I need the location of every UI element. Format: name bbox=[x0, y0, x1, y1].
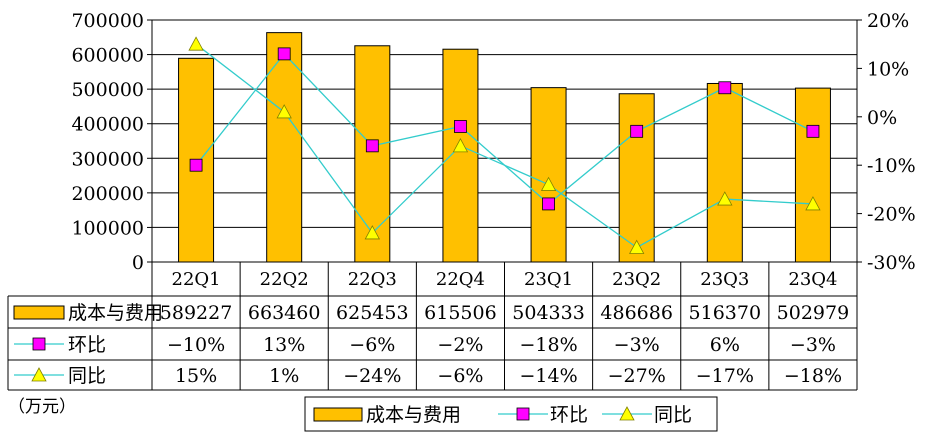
left-tick-label: 300000 bbox=[71, 148, 144, 170]
table-cell: −10% bbox=[167, 334, 225, 356]
table-cell: 486686 bbox=[600, 302, 673, 324]
square-marker bbox=[516, 407, 530, 421]
table-cell: −6% bbox=[437, 365, 483, 387]
table-cell: 516370 bbox=[689, 302, 762, 324]
left-tick-label: 100000 bbox=[71, 217, 144, 239]
square-marker bbox=[365, 139, 379, 153]
category-label: 23Q3 bbox=[700, 269, 749, 290]
gridlines bbox=[152, 19, 857, 263]
triangle-marker bbox=[31, 367, 47, 382]
table-cell: 663460 bbox=[248, 302, 321, 324]
bar bbox=[618, 93, 655, 263]
triangle-marker bbox=[629, 239, 645, 254]
category-label: 22Q2 bbox=[260, 269, 309, 290]
triangle-marker bbox=[188, 36, 204, 51]
bar bbox=[530, 87, 567, 263]
triangle-marker bbox=[619, 406, 635, 421]
bar bbox=[442, 48, 479, 263]
table-row-label: 成本与费用 bbox=[68, 302, 163, 324]
square-marker bbox=[454, 120, 467, 133]
square-marker bbox=[189, 158, 203, 172]
axes: 0 100000 200000 300000 400000 500000 600000 700… bbox=[71, 10, 915, 274]
square-marker bbox=[32, 337, 46, 351]
bar-series bbox=[178, 32, 831, 263]
left-tick-label: 400000 bbox=[71, 114, 144, 136]
left-tick-label: 700000 bbox=[71, 10, 144, 32]
right-tick-label: 10% bbox=[867, 58, 909, 80]
left-tick-label: 0 bbox=[132, 252, 144, 274]
table-cell: −3% bbox=[614, 334, 660, 356]
category-label: 22Q3 bbox=[348, 269, 397, 290]
triangle-marker bbox=[364, 225, 380, 240]
legend-entry: 环比 bbox=[550, 404, 588, 426]
table-cell: −3% bbox=[790, 334, 836, 356]
triangle-marker bbox=[717, 191, 733, 206]
table-cell: −6% bbox=[349, 334, 395, 356]
table-cell: 1% bbox=[269, 365, 299, 387]
table-cell: −17% bbox=[696, 365, 754, 387]
triangle-marker bbox=[805, 196, 821, 211]
table-cell: −24% bbox=[343, 365, 401, 387]
data-table: 22Q1 22Q2 22Q3 22Q4 23Q1 23Q2 23Q3 23Q4 成本与费用589… bbox=[7, 261, 858, 391]
right-tick-label: 20% bbox=[867, 10, 909, 32]
right-tick-label: -30% bbox=[867, 252, 916, 274]
right-tick-label: 0% bbox=[867, 107, 897, 129]
legend-entry: 同比 bbox=[654, 404, 692, 426]
right-tick-label: -10% bbox=[867, 155, 916, 177]
square-marker bbox=[277, 47, 291, 61]
category-label: 23Q4 bbox=[788, 269, 837, 290]
bar bbox=[706, 82, 743, 263]
table-key-bar bbox=[13, 305, 65, 320]
bar bbox=[794, 87, 831, 263]
table-cell: −2% bbox=[437, 334, 483, 356]
table-cell: 625453 bbox=[336, 302, 409, 324]
table-cell: −14% bbox=[519, 365, 577, 387]
table-cell: 502979 bbox=[777, 302, 850, 324]
legend: 成本与费用 环比 同比 bbox=[304, 396, 718, 432]
legend-key-bar bbox=[313, 407, 363, 422]
square-marker bbox=[542, 197, 555, 211]
triangle-marker bbox=[452, 137, 469, 153]
triangle-marker bbox=[276, 104, 292, 119]
category-label: 22Q4 bbox=[436, 269, 485, 290]
table-cell: 615506 bbox=[424, 302, 497, 324]
triangle-marker bbox=[540, 176, 557, 191]
table-cell: 13% bbox=[263, 334, 305, 356]
square-marker bbox=[718, 81, 732, 95]
left-tick-label: 600000 bbox=[71, 45, 144, 67]
table-row-label: 环比 bbox=[68, 334, 106, 356]
right-tick-label: -20% bbox=[867, 204, 916, 226]
square-marker bbox=[806, 124, 820, 138]
table-cell: −27% bbox=[608, 365, 666, 387]
table-cell: 589227 bbox=[160, 302, 233, 324]
left-tick-label: 500000 bbox=[71, 79, 144, 101]
unit-note: （万元） bbox=[8, 397, 76, 417]
legend-entry: 成本与费用 bbox=[366, 404, 461, 426]
qoq-line bbox=[195, 52, 814, 205]
category-label: 22Q1 bbox=[172, 269, 221, 290]
table-cell: 15% bbox=[175, 365, 217, 387]
table-cell: −18% bbox=[519, 334, 577, 356]
table-cell: −18% bbox=[784, 365, 842, 387]
left-tick-label: 200000 bbox=[71, 183, 144, 205]
table-row-label: 同比 bbox=[68, 365, 106, 387]
category-label: 23Q1 bbox=[524, 269, 573, 290]
table-cell: 504333 bbox=[512, 302, 585, 324]
square-marker bbox=[630, 124, 644, 138]
line-series bbox=[188, 36, 821, 254]
category-label: 23Q2 bbox=[612, 269, 661, 290]
table-cell: 6% bbox=[710, 334, 740, 356]
